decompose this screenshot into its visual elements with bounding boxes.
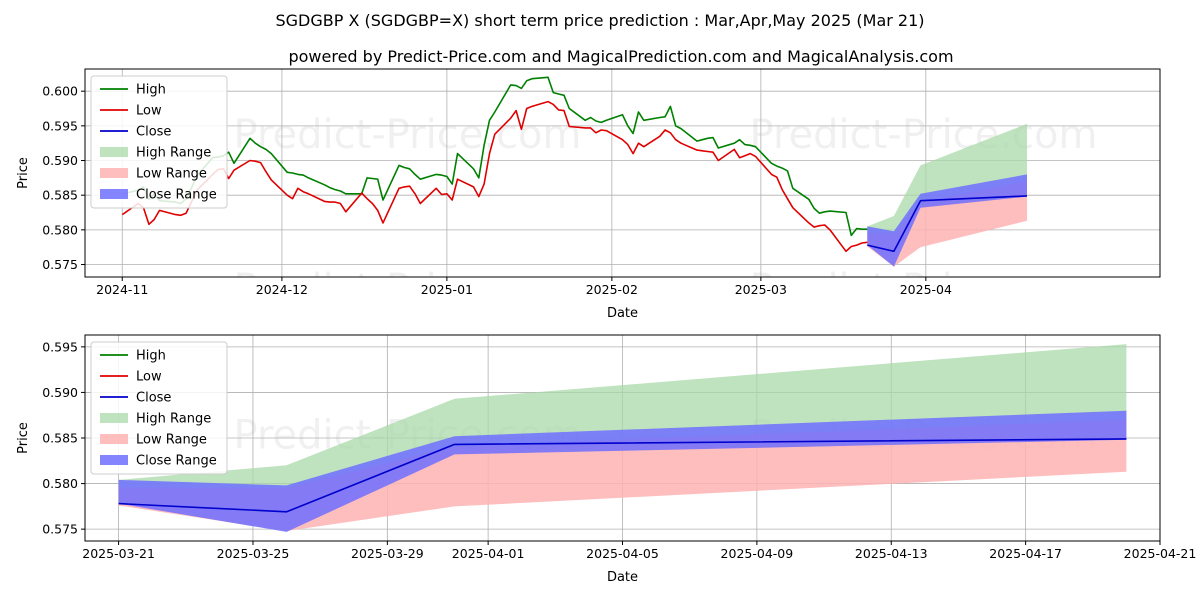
bottom-prediction-chart: Predict-Price.comPredict-Price.com2025-0… xyxy=(16,334,1196,585)
y-axis-label: Price xyxy=(16,422,31,454)
y-tick-label: 0.595 xyxy=(42,339,78,354)
watermark-text: Predict-Price.com xyxy=(234,112,582,158)
x-tick-label: 2025-04 xyxy=(900,282,952,297)
legend-label-low-range: Low Range xyxy=(136,433,207,448)
legend-label-high: High xyxy=(136,83,166,98)
plot-content xyxy=(118,344,1127,532)
low-range-band xyxy=(118,419,1127,531)
legend-swatch-low-range xyxy=(100,434,128,444)
legend-label-close: Close xyxy=(136,391,171,406)
close-series-line xyxy=(867,195,1028,253)
legend-swatch-high-range xyxy=(100,413,128,423)
x-tick-label: 2025-04-21 xyxy=(1124,546,1197,561)
x-tick-label: 2025-03-29 xyxy=(351,546,424,561)
legend: High Low Close High Range Low Range Close Ran… xyxy=(90,75,228,209)
x-tick-label: 2025-04-13 xyxy=(855,546,928,561)
legend-label-close-range: Close Range xyxy=(136,454,217,469)
legend-label-high-range: High Range xyxy=(136,412,211,427)
legend-label-close-range: Close Range xyxy=(136,188,217,203)
x-tick-label: 2025-04-05 xyxy=(586,546,659,561)
x-axis-label: Date xyxy=(607,570,638,585)
chart-title: SGDGBP X (SGDGBP=X) short term price pre… xyxy=(275,11,924,30)
legend-swatch-high-range xyxy=(100,147,128,157)
legend-swatch-low-range xyxy=(100,168,128,178)
low-series-line xyxy=(121,100,868,253)
legend-label-low-range: Low Range xyxy=(136,167,207,182)
legend-label-high: High xyxy=(136,349,166,364)
high-series-line xyxy=(122,76,868,237)
x-tick-label: 2025-03 xyxy=(735,282,787,297)
low-range-band xyxy=(867,181,1027,267)
x-tick-label: 2025-04-01 xyxy=(452,546,525,561)
x-tick-label: 2025-03-21 xyxy=(82,546,155,561)
y-tick-label: 0.590 xyxy=(42,153,78,168)
plot-content xyxy=(121,76,1028,267)
close-series-line xyxy=(118,438,1127,513)
x-tick-label: 2025-04-09 xyxy=(721,546,794,561)
y-tick-label: 0.580 xyxy=(42,476,78,491)
top-price-chart: Predict-Price.com Predict-Price.com Predic… xyxy=(16,68,1161,321)
x-tick-label: 2024-11 xyxy=(96,282,148,297)
y-tick-label: 0.600 xyxy=(42,84,78,99)
axis-labels: 2025-03-21 2025-03-25 2025-03-29 2025-04-01… xyxy=(16,339,1196,585)
chart-subtitle: powered by Predict-Price.com and Magical… xyxy=(288,47,953,66)
legend-label-low: Low xyxy=(136,370,162,385)
y-tick-label: 0.595 xyxy=(42,118,78,133)
x-axis-label: Date xyxy=(607,306,638,321)
y-tick-label: 0.575 xyxy=(42,522,78,537)
axes-frame xyxy=(84,68,1161,278)
watermark-text: Predict-Price.com xyxy=(750,266,1098,312)
legend-swatch-close-range xyxy=(100,189,128,199)
watermark-text: Predict-Price.com xyxy=(234,266,582,312)
legend-swatch-close-range xyxy=(100,455,128,465)
y-tick-label: 0.575 xyxy=(42,257,78,272)
legend-label-high-range: High Range xyxy=(136,146,211,161)
y-tick-label: 0.585 xyxy=(42,188,78,203)
y-tick-label: 0.580 xyxy=(42,222,78,237)
x-tick-label: 2025-02 xyxy=(586,282,638,297)
watermark-text: Predict-Price.com xyxy=(750,112,1098,158)
legend-label-low: Low xyxy=(136,104,162,119)
x-tick-label: 2025-04-17 xyxy=(989,546,1062,561)
x-tick-label: 2024-12 xyxy=(256,282,308,297)
y-axis-label: Price xyxy=(16,157,31,189)
y-tick-label: 0.590 xyxy=(42,385,78,400)
x-tick-label: 2025-03-25 xyxy=(217,546,290,561)
legend: High Low Close High Range Low Range Close Ran… xyxy=(90,341,228,475)
legend-label-close: Close xyxy=(136,125,171,140)
y-tick-label: 0.585 xyxy=(42,431,78,446)
axis-labels: 2024-11 2024-12 2025-01 2025-02 2025-03 2025-… xyxy=(16,84,952,321)
x-tick-label: 2025-01 xyxy=(421,282,473,297)
